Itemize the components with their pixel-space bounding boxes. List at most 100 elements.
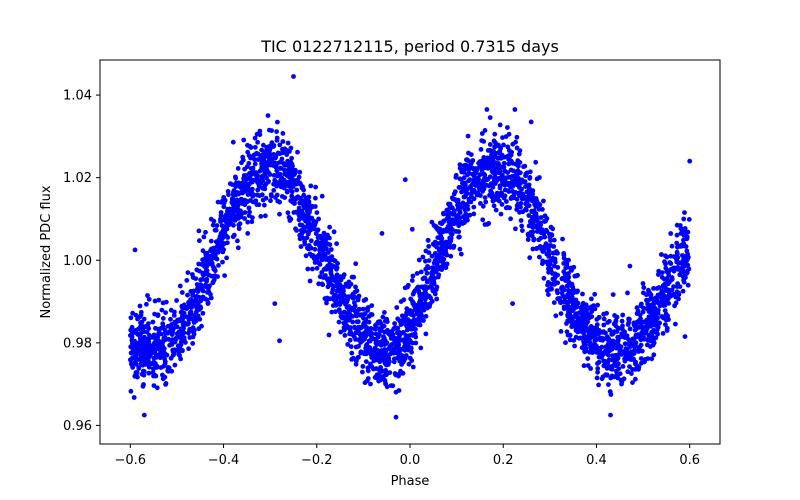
data-point [402, 321, 407, 326]
outlier-point [277, 338, 282, 344]
data-point [555, 265, 561, 270]
data-point [271, 188, 277, 193]
data-point [492, 131, 498, 137]
data-point [546, 254, 552, 259]
data-point [321, 267, 327, 272]
data-point [136, 340, 142, 346]
data-point [231, 222, 236, 228]
data-point [465, 158, 471, 164]
data-point [364, 306, 370, 312]
data-point [392, 325, 398, 331]
data-point [505, 125, 510, 130]
data-point [607, 327, 613, 333]
data-point [506, 157, 512, 162]
data-point [190, 341, 196, 346]
data-point [176, 331, 182, 337]
data-point [254, 131, 260, 137]
data-points [127, 74, 693, 420]
y-tick-label: 1.00 [63, 254, 92, 269]
data-point [252, 161, 258, 167]
data-point [151, 359, 157, 365]
data-point [384, 372, 389, 378]
data-point [491, 148, 496, 154]
data-point [444, 216, 450, 222]
data-point [632, 327, 638, 333]
data-point [589, 332, 595, 337]
data-point [563, 340, 568, 346]
data-point [619, 381, 624, 387]
data-point [685, 282, 691, 288]
data-point [409, 349, 414, 355]
data-point [160, 316, 166, 321]
data-point [223, 212, 229, 218]
data-point [355, 329, 361, 335]
data-point [286, 174, 292, 180]
data-point [585, 336, 591, 342]
data-point [353, 284, 358, 290]
data-point [283, 183, 288, 189]
data-point [589, 309, 594, 315]
data-point [622, 329, 627, 335]
data-point [461, 202, 467, 208]
data-point [171, 326, 176, 332]
data-point [413, 340, 419, 346]
data-point [144, 329, 150, 335]
data-point [372, 345, 378, 351]
data-point [260, 178, 266, 184]
data-point [206, 286, 211, 291]
data-point [602, 358, 608, 364]
data-point [375, 350, 381, 356]
data-point [146, 343, 152, 349]
data-point [267, 155, 272, 161]
data-point [582, 315, 588, 321]
outlier-point [141, 412, 147, 418]
data-point [132, 354, 137, 360]
data-point [306, 199, 312, 205]
data-point [313, 195, 318, 201]
data-point [263, 195, 269, 201]
data-point [335, 279, 341, 285]
data-point [351, 274, 357, 280]
data-point [482, 127, 488, 133]
data-point [651, 327, 657, 333]
data-point [132, 359, 138, 365]
data-point [181, 330, 187, 336]
data-point [279, 180, 285, 186]
data-point [343, 281, 349, 287]
data-point [593, 331, 598, 336]
data-point [452, 189, 458, 195]
data-point [592, 338, 598, 344]
data-point [333, 309, 338, 315]
data-point [680, 288, 686, 294]
data-point [506, 161, 512, 167]
data-point [218, 213, 224, 219]
data-point [484, 155, 490, 161]
data-point [506, 180, 511, 186]
data-point [622, 341, 628, 347]
data-point [681, 237, 686, 243]
data-point [382, 353, 388, 359]
data-point [376, 378, 382, 384]
data-point [569, 297, 574, 303]
data-point [506, 174, 512, 180]
data-point [426, 250, 432, 256]
data-point [588, 345, 594, 350]
data-point [167, 342, 173, 348]
data-point [354, 319, 360, 325]
data-point [475, 191, 480, 197]
data-point [293, 167, 298, 173]
data-point [641, 285, 647, 290]
data-point [455, 197, 461, 203]
data-point [273, 164, 279, 170]
data-point [246, 205, 252, 211]
data-point [456, 185, 462, 190]
data-point [311, 256, 317, 262]
data-point [575, 316, 581, 321]
data-point [403, 344, 408, 350]
data-point [601, 322, 607, 328]
data-point [204, 276, 210, 282]
data-point [588, 324, 594, 329]
data-point [645, 301, 650, 307]
data-point [655, 311, 661, 316]
